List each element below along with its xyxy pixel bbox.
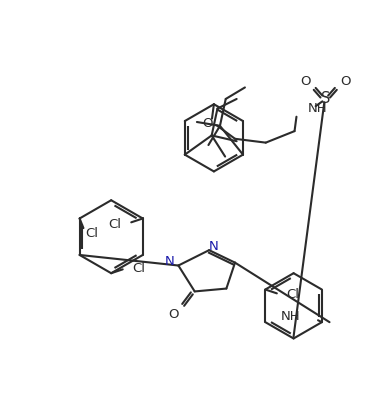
Text: O: O [300, 75, 310, 88]
Text: Cl: Cl [286, 288, 299, 301]
Text: O: O [168, 308, 179, 321]
Text: Cl: Cl [109, 218, 122, 231]
Text: O: O [340, 75, 351, 88]
Text: N: N [209, 240, 219, 253]
Text: NH: NH [308, 102, 328, 115]
Text: Cl: Cl [132, 262, 145, 275]
Text: O: O [202, 117, 212, 130]
Text: S: S [321, 91, 330, 106]
Text: NH: NH [281, 310, 301, 323]
Text: Cl: Cl [86, 227, 98, 240]
Text: N: N [165, 255, 174, 268]
